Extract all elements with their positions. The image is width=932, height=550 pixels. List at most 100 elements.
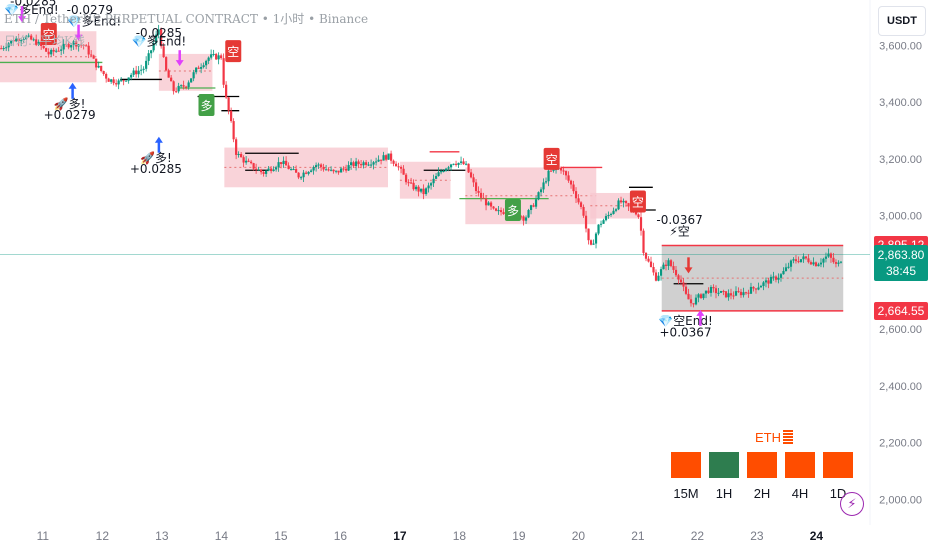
lightning-icon[interactable]: ⚡ (840, 492, 864, 516)
candle-body (644, 252, 648, 259)
candle-body (612, 210, 615, 214)
current-price-label: 2,863.80 (877, 248, 925, 263)
candle-body (77, 44, 80, 47)
candle-body (52, 49, 55, 52)
candle-body (225, 84, 228, 98)
candle-body (432, 178, 435, 184)
candle-body (472, 177, 475, 183)
candle-body (217, 55, 220, 60)
signal-annotation: -0.0285 (136, 26, 182, 40)
candle-body (654, 272, 658, 281)
candle-body (454, 163, 458, 165)
candle-body (247, 160, 250, 162)
trend-panel-bars-icon (783, 442, 793, 444)
candle-body (652, 266, 655, 273)
candle-body (444, 168, 448, 172)
candle-body (699, 294, 703, 299)
candle-body (342, 168, 345, 170)
candle-body (295, 169, 298, 173)
candle-body (787, 266, 790, 268)
candle-body (522, 216, 525, 221)
candle-body (320, 164, 323, 167)
signal-annotation: 🚀多! (140, 151, 172, 165)
candle-body (774, 276, 778, 280)
candle-body (692, 303, 695, 305)
trend-panel-bars-icon (783, 436, 793, 438)
candle-body (362, 162, 365, 166)
candle-body (789, 260, 793, 267)
candle-body (105, 73, 108, 79)
candle-body (762, 282, 765, 286)
candle-body (32, 39, 35, 41)
candle-body (414, 186, 418, 190)
candle-body (502, 212, 505, 215)
countdown-label: 38:45 (885, 264, 917, 279)
signal-annotation: 🚀多! (54, 97, 86, 111)
candle-body (117, 80, 120, 85)
trend-cell-1D (823, 452, 853, 478)
candle-body (90, 54, 93, 56)
candle-body (334, 170, 338, 172)
candle-body (312, 167, 315, 171)
candle-body (412, 182, 415, 190)
candle-body (797, 261, 800, 263)
candle-body (659, 269, 663, 276)
candle-body (707, 290, 710, 293)
candle-body (399, 166, 403, 169)
candle-body (265, 170, 268, 174)
candle-body (537, 192, 540, 200)
candle-body (459, 161, 463, 163)
candle-body (57, 50, 60, 52)
signal-annotation: -0.0279 (67, 3, 113, 17)
candle-body (87, 45, 90, 55)
candle-body (422, 188, 425, 195)
candle-body (5, 47, 8, 49)
signal-arrow-head (684, 267, 693, 274)
candle-body (609, 213, 613, 215)
candle-body (452, 163, 455, 165)
candle-body (439, 171, 443, 173)
candle-body (200, 67, 203, 69)
x-tick-label: 14 (215, 529, 229, 543)
candle-body (177, 85, 180, 92)
candle-body (252, 163, 255, 169)
candle-body (147, 53, 150, 61)
candle-body (437, 172, 440, 177)
candle-body (202, 65, 205, 68)
candle-body (544, 181, 548, 183)
candle-body (442, 171, 445, 173)
y-tick-label: 2,400.00 (879, 381, 922, 393)
y-tick-label: 3,000.00 (879, 211, 922, 223)
candle-body (197, 67, 200, 69)
signal-annotation: +0.0367 (660, 325, 712, 339)
trend-cell-1H (709, 452, 739, 478)
candle-body (337, 170, 340, 173)
candle-body (604, 216, 608, 221)
candle-body (167, 70, 170, 78)
candle-body (15, 38, 18, 42)
candle-body (182, 85, 185, 87)
candle-body (527, 210, 530, 218)
signal-arrow-head (18, 16, 27, 23)
signal-annotation: +0.0279 (44, 108, 96, 122)
candle-body (702, 293, 705, 299)
candle-body (292, 169, 295, 171)
currency-button[interactable]: USDT (878, 6, 926, 36)
candle-body (47, 51, 50, 55)
candle-body (737, 291, 740, 293)
signal-annotation: 💎多End! (4, 3, 59, 17)
candle-body (524, 217, 528, 221)
candle-body (827, 253, 830, 257)
candle-body (764, 280, 768, 283)
candle-body (697, 294, 700, 298)
candle-body (170, 77, 173, 82)
candle-body (175, 91, 178, 93)
y-tick-label: 3,200.00 (879, 154, 922, 166)
signal-annotation: +0.0285 (130, 162, 182, 176)
trend-panel-bars-icon (783, 439, 793, 441)
signal-arrow-head (154, 136, 163, 143)
signal-annotation: -0.0285 (10, 0, 56, 9)
candle-body (804, 256, 808, 259)
candle-body (7, 43, 10, 48)
